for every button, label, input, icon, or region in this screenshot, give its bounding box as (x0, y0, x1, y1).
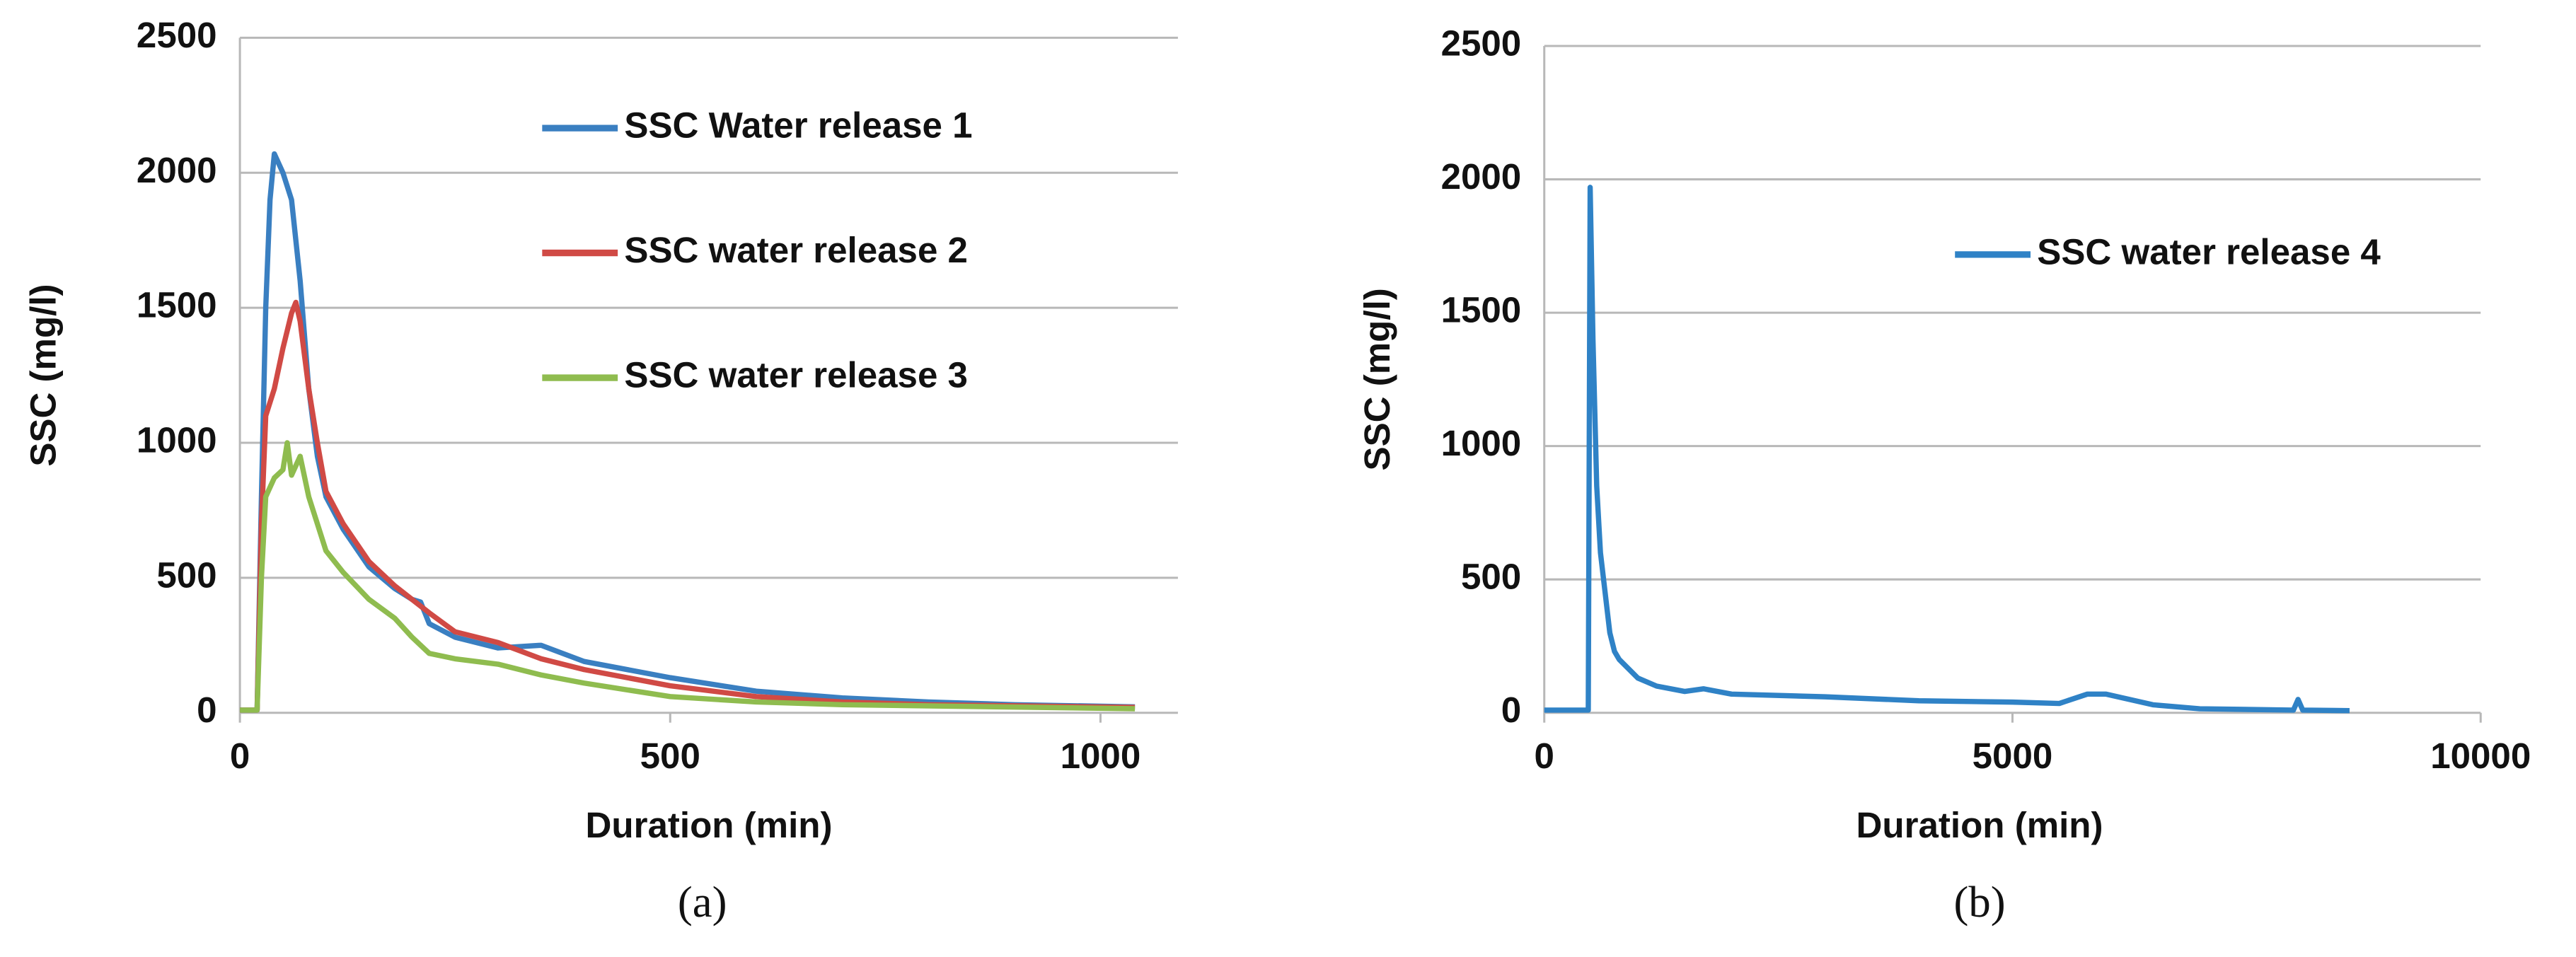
x-axis-title: Duration (min) (1856, 805, 2103, 845)
legend-label: SSC Water release 1 (624, 105, 972, 146)
y-tick-label: 2500 (1441, 23, 1522, 64)
x-tick-label: 10000 (2430, 736, 2531, 776)
x-tick-label: 5000 (1973, 736, 2053, 776)
data-line (240, 299, 1136, 713)
legend-label: SSC water release 2 (624, 230, 968, 270)
y-tick-label: 500 (156, 555, 216, 595)
x-tick-label: 0 (230, 736, 250, 776)
y-tick-label: 1000 (1441, 423, 1522, 463)
y-tick-label: 2000 (1441, 156, 1522, 197)
legend-label: SSC water release 3 (624, 355, 968, 395)
y-tick-label: 1000 (137, 419, 217, 460)
data-line (240, 151, 1136, 713)
x-tick-label: 0 (1535, 736, 1554, 776)
cap: (a) (678, 877, 727, 927)
x-tick-label: 1000 (1061, 736, 1141, 776)
y-tick-label: 2000 (137, 150, 217, 190)
x-axis-title: Duration (min) (586, 805, 833, 845)
y-tick-label: 0 (1501, 690, 1521, 730)
cap: (b) (1953, 877, 2005, 927)
y-tick-label: 0 (197, 690, 216, 730)
legend-label: SSC water release 4 (2037, 231, 2381, 272)
y-tick-label: 1500 (1441, 290, 1522, 330)
x-tick-label: 500 (640, 736, 700, 776)
data-line (240, 440, 1136, 713)
data-line (1544, 185, 2350, 714)
y-tick-label: 1500 (137, 285, 217, 325)
y-axis-title: SSC (mg/l) (23, 284, 64, 466)
y-tick-label: 2500 (137, 15, 217, 55)
y-tick-label: 500 (1461, 557, 1521, 597)
y-axis-title: SSC (mg/l) (1357, 288, 1397, 470)
